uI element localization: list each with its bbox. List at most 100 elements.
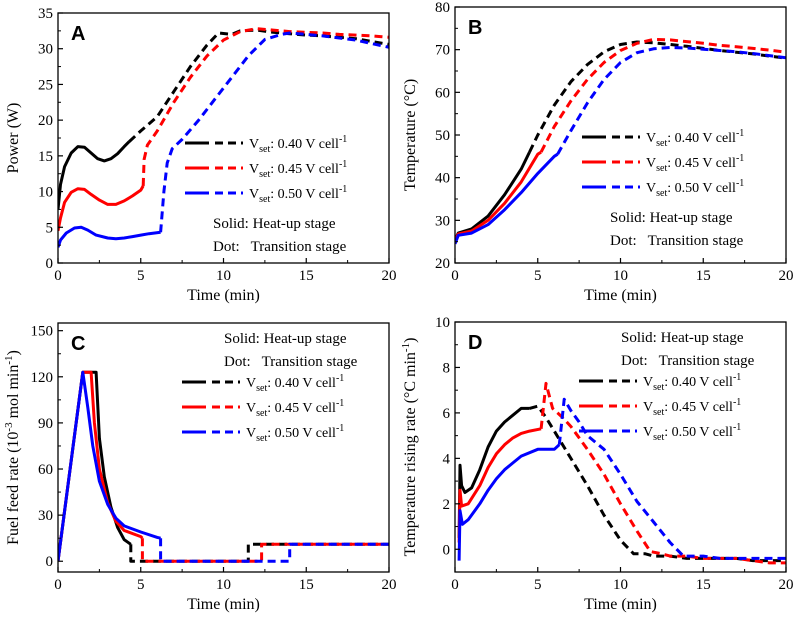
legend-label-sup: -1 bbox=[339, 184, 347, 195]
y-tick-label: 20 bbox=[38, 113, 53, 129]
series-0.40-transition-line bbox=[129, 542, 389, 563]
stage-note-dot: Dot: Transition stage bbox=[621, 353, 755, 369]
legend-label-sup: -1 bbox=[339, 159, 347, 170]
legend-label-sub: set bbox=[259, 194, 270, 205]
y-axis-title: Fuel feed rate (10-3 mol min-1) bbox=[3, 350, 22, 545]
legend-label-sup: -1 bbox=[736, 128, 744, 139]
legend-label-v: V bbox=[249, 187, 259, 202]
x-tick-label: 0 bbox=[451, 577, 459, 593]
y-tick-label: 0 bbox=[46, 554, 54, 570]
y-axis-title-sup: -3 bbox=[3, 422, 15, 432]
legend-label-0.40: Vset: 0.40 V cell-1 bbox=[246, 373, 344, 394]
legend-label-sup: -1 bbox=[733, 372, 741, 383]
y-tick-label: 10 bbox=[435, 315, 450, 331]
y-tick-label: 0 bbox=[443, 542, 451, 558]
series-0.45-transition-line bbox=[140, 538, 389, 563]
x-tick-label: 5 bbox=[137, 268, 145, 284]
y-axis-title-end: ) bbox=[5, 350, 22, 355]
legend-label-value: : 0.40 V cell bbox=[267, 376, 336, 391]
legend-label-0.45: Vset: 0.45 V cell-1 bbox=[249, 159, 347, 180]
series-0.40-transition-line bbox=[529, 404, 786, 563]
series-0.50-transition-line bbox=[159, 538, 389, 563]
y-tick-label: 30 bbox=[38, 508, 53, 524]
legend-label-v: V bbox=[643, 400, 653, 415]
x-tick-label: 5 bbox=[137, 577, 145, 593]
legend-label-0.50: Vset: 0.50 V cell-1 bbox=[643, 422, 741, 443]
y-tick-label: 90 bbox=[38, 416, 53, 432]
legend-label-0.50: Vset: 0.50 V cell-1 bbox=[246, 423, 344, 444]
legend-label-value: : 0.40 V cell bbox=[664, 375, 733, 390]
x-tick-label: 0 bbox=[451, 268, 459, 284]
stage-note-solid: Solid: Heat-up stage bbox=[610, 210, 733, 226]
legend-label-sup: -1 bbox=[733, 422, 741, 433]
x-tick-label: 0 bbox=[54, 577, 62, 593]
y-axis-title: Temperature rising rate (°C min-1) bbox=[400, 338, 419, 557]
legend-label-value: : 0.50 V cell bbox=[667, 181, 736, 196]
y-tick-label: 80 bbox=[435, 0, 450, 16]
y-tick-label: 120 bbox=[31, 370, 54, 386]
x-tick-label: 15 bbox=[299, 268, 314, 284]
legend-label-sub: set bbox=[656, 138, 667, 149]
panel-letter: A bbox=[71, 23, 85, 45]
legend-label-value: : 0.40 V cell bbox=[667, 131, 736, 146]
series-0.50-heatup-line bbox=[58, 370, 161, 562]
y-axis-title-text: Fuel feed rate (10 bbox=[5, 432, 22, 545]
stage-note: Solid: Heat-up stage Dot: Transition stag… bbox=[610, 210, 744, 249]
y-axis-title-text: Temperature (°C) bbox=[402, 79, 419, 191]
legend-label-v: V bbox=[646, 181, 656, 196]
x-axis-title: Time (min) bbox=[584, 596, 657, 613]
legend-label-0.50: Vset: 0.50 V cell-1 bbox=[249, 184, 347, 205]
legend-label-v: V bbox=[246, 376, 256, 391]
series-0.40-heatup-line bbox=[457, 406, 530, 538]
legend-label-sup: -1 bbox=[736, 153, 744, 164]
y-tick-label: 60 bbox=[38, 462, 53, 478]
legend-label-sup: -1 bbox=[736, 178, 744, 189]
legend-label-value: : 0.45 V cell bbox=[267, 401, 336, 416]
y-tick-label: 10 bbox=[38, 185, 53, 201]
y-axis-title-end: ) bbox=[402, 338, 419, 343]
legend-label-value: : 0.50 V cell bbox=[270, 187, 339, 202]
legend-label-0.40: Vset: 0.40 V cell-1 bbox=[643, 372, 741, 393]
series-0.45-transition-line bbox=[539, 37, 786, 153]
y-tick-label: 4 bbox=[443, 451, 451, 467]
x-tick-label: 5 bbox=[534, 268, 542, 284]
legend-label-0.45: Vset: 0.45 V cell-1 bbox=[643, 397, 741, 418]
series-0.50-heatup-line bbox=[58, 225, 161, 248]
legend-label-0.45: Vset: 0.45 V cell-1 bbox=[646, 153, 744, 174]
x-tick-label: 15 bbox=[696, 577, 711, 593]
legend-label-v: V bbox=[246, 401, 256, 416]
x-tick-label: 15 bbox=[299, 577, 314, 593]
legend-label-v: V bbox=[249, 162, 259, 177]
series-0.50-transition-line bbox=[159, 31, 389, 233]
series-0.50-transition-line bbox=[556, 46, 786, 155]
x-tick-label: 0 bbox=[54, 268, 62, 284]
x-axis-title: Time (min) bbox=[187, 287, 260, 304]
y-tick-label: 60 bbox=[435, 85, 450, 101]
y-tick-label: 6 bbox=[443, 406, 451, 422]
y-tick-label: 25 bbox=[38, 77, 53, 93]
y-axis-title-mid: mol min bbox=[5, 365, 22, 423]
y-axis-title-sup2: -1 bbox=[3, 355, 15, 364]
series-lines bbox=[455, 37, 786, 245]
legend-label-sub: set bbox=[256, 408, 267, 419]
y-tick-label: 2 bbox=[443, 497, 451, 513]
legend-label-value: : 0.45 V cell bbox=[664, 400, 733, 415]
x-tick-label: 10 bbox=[216, 268, 231, 284]
legend-label-v: V bbox=[246, 426, 256, 441]
legend-label-sub: set bbox=[653, 407, 664, 418]
series-0.45-transition-line bbox=[141, 27, 389, 186]
series-0.45-heatup-line bbox=[58, 370, 144, 562]
legend-label-sub: set bbox=[653, 432, 664, 443]
x-tick-label: 20 bbox=[779, 268, 794, 284]
panel-C: 0 5 10 15 20 0 30 60 90 120 150 Time (min) Fuel feed… bbox=[3, 322, 397, 613]
y-tick-label: 40 bbox=[435, 171, 450, 187]
series-0.45-heatup-line bbox=[457, 427, 542, 543]
stage-note-dot: Dot: Transition stage bbox=[610, 233, 744, 249]
series-lines bbox=[58, 370, 389, 563]
legend-label-v: V bbox=[643, 425, 653, 440]
panel-D: 0 5 10 15 20 0 2 4 6 8 10 Time (min) Temperature ris… bbox=[400, 315, 794, 613]
y-tick-label: 15 bbox=[38, 149, 53, 165]
legend-label-sup: -1 bbox=[336, 423, 344, 434]
